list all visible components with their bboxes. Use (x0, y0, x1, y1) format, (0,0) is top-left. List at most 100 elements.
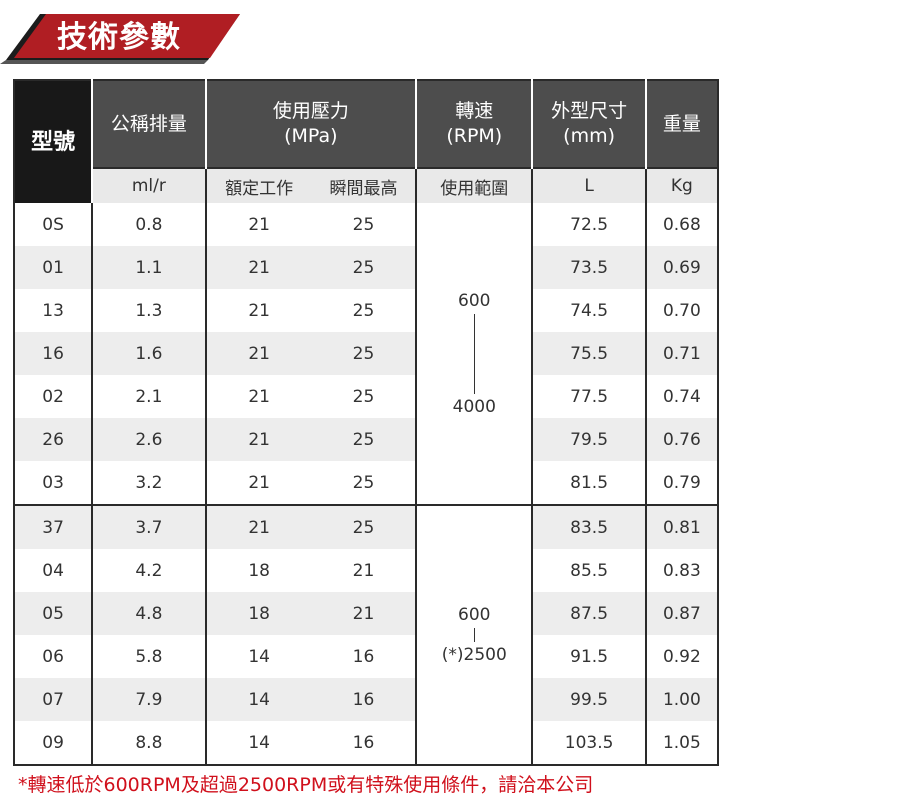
speed-max: (*)2500 (441, 645, 507, 665)
speed-max: 4000 (452, 396, 496, 417)
cell-length: 75.5 (532, 332, 647, 375)
title-banner: 技術參數 (0, 0, 250, 66)
cell-displacement: 3.7 (92, 504, 207, 549)
cell-model: 37 (14, 504, 94, 549)
cell-peak-pressure: 16 (311, 635, 418, 678)
cell-model: 07 (14, 678, 94, 721)
cell-displacement: 4.8 (92, 592, 207, 635)
cell-displacement: 5.8 (92, 635, 207, 678)
cell-length: 85.5 (532, 549, 647, 592)
header-speed: 轉速 (RPM) (416, 80, 534, 168)
header-displacement: 公稱排量 (92, 80, 207, 168)
cell-peak-pressure: 25 (311, 203, 418, 246)
cell-peak-pressure: 25 (311, 504, 418, 549)
cell-model: 16 (14, 332, 94, 375)
header-pressure-unit: (MPa) (284, 125, 338, 147)
cell-weight: 0.71 (645, 332, 718, 375)
cell-rated-pressure: 21 (205, 504, 312, 549)
cell-model: 05 (14, 592, 94, 635)
cell-length: 87.5 (532, 592, 647, 635)
cell-rated-pressure: 14 (205, 678, 312, 721)
cell-peak-pressure: 25 (311, 246, 418, 289)
cell-peak-pressure: 16 (311, 721, 418, 765)
cell-displacement: 2.6 (92, 418, 207, 461)
header-pressure-label: 使用壓力 (272, 100, 349, 122)
cell-displacement: 4.2 (92, 549, 207, 592)
header-dimension: 外型尺寸 (mm) (532, 80, 647, 168)
spec-table: 型號 公稱排量 使用壓力 (MPa) 轉速 (RPM) 外型尺寸 (mm) 重量… (13, 79, 719, 766)
table-row: 13 1.3 21 25 74.5 0.70 (14, 289, 718, 332)
cell-displacement: 2.1 (92, 375, 207, 418)
cell-peak-pressure: 25 (311, 332, 418, 375)
cell-rated-pressure: 21 (205, 332, 312, 375)
table-row: 02 2.1 21 25 77.5 0.74 (14, 375, 718, 418)
cell-displacement: 1.6 (92, 332, 207, 375)
cell-weight: 0.92 (662, 646, 701, 667)
cell-peak-pressure: 25 (311, 461, 418, 505)
header-model: 型號 (14, 80, 94, 203)
cell-model: 26 (14, 418, 94, 461)
speed-range-divider (473, 313, 475, 394)
cell-length: 99.5 (532, 678, 647, 721)
cell-peak-pressure: 21 (311, 592, 418, 635)
cell-model: 03 (14, 461, 94, 505)
table-row: 06 5.8 14 16 91.5 0.92 (14, 635, 718, 678)
cell-displacement: 8.8 (92, 721, 207, 765)
cell-model: 04 (14, 549, 94, 592)
spec-table-body: 0S 0.8 21 25 600 4000 72.5 0.68 01 1.1 21 25 73.5 0.6… (14, 203, 718, 765)
cell-rated-pressure: 21 (248, 214, 270, 235)
cell-rated-pressure: 21 (248, 472, 270, 493)
cell-weight: 0.79 (662, 472, 701, 493)
cell-peak-pressure: 25 (311, 375, 418, 418)
cell-displacement: 1.1 (92, 246, 207, 289)
cell-weight: 1.05 (662, 732, 701, 753)
table-row: 16 1.6 21 25 75.5 0.71 (14, 332, 718, 375)
cell-weight: 0.83 (662, 560, 701, 581)
cell-peak-pressure: 16 (311, 678, 418, 721)
cell-length: 77.5 (532, 375, 647, 418)
speed-range: 600 4000 (417, 290, 530, 417)
cell-displacement: 3.2 (92, 461, 207, 505)
speed-min: 600 (458, 290, 491, 311)
header-speed-label: 轉速 (455, 100, 494, 122)
header-weight: 重量 (645, 80, 718, 168)
footnote: *轉速低於600RPM及超過2500RPM或有特殊使用條件，請洽本公司 (18, 774, 594, 796)
cell-model: 0S (14, 203, 94, 246)
cell-weight: 0.68 (662, 214, 701, 235)
subheader-rated: 額定工作 (205, 167, 312, 203)
cell-peak-pressure: 25 (311, 418, 418, 461)
subheader-row: ml/r 額定工作 瞬間最高 使用範圍 L Kg (14, 167, 718, 203)
subheader-peak: 瞬間最高 (311, 167, 418, 203)
cell-length: 79.5 (532, 418, 647, 461)
cell-rated-pressure: 21 (248, 386, 270, 407)
cell-weight: 0.70 (662, 300, 701, 321)
speed-range-divider (473, 628, 475, 642)
header-dimension-unit: (mm) (563, 125, 616, 147)
cell-model: 06 (14, 635, 94, 678)
cell-model: 01 (14, 246, 94, 289)
subheader-speed: 使用範圍 (416, 167, 534, 203)
cell-weight: 1.00 (645, 678, 718, 721)
table-row: 07 7.9 14 16 99.5 1.00 (14, 678, 718, 721)
cell-model: 09 (14, 721, 94, 765)
table-row: 03 3.2 21 25 81.5 0.79 (14, 461, 718, 505)
table-row: 26 2.6 21 25 79.5 0.76 (14, 418, 718, 461)
subheader-displacement: ml/r (92, 167, 207, 203)
table-row: 37 3.7 21 25 600 (*)2500 83.5 0.81 (14, 504, 718, 765)
header-speed-unit: (RPM) (446, 125, 503, 147)
cell-length: 74.5 (532, 289, 647, 332)
cell-rated-pressure: 18 (205, 592, 312, 635)
cell-rated-pressure: 14 (248, 646, 270, 667)
cell-weight: 0.74 (662, 386, 701, 407)
table-row: 01 1.1 21 25 73.5 0.69 (14, 246, 718, 289)
cell-rated-pressure: 14 (248, 732, 270, 753)
page-title: 技術參數 (57, 20, 181, 55)
cell-displacement: 7.9 (92, 678, 207, 721)
table-row: 0S 0.8 21 25 600 4000 72.5 0.68 (14, 203, 718, 505)
header-dimension-label: 外型尺寸 (551, 100, 628, 122)
cell-model: 02 (14, 375, 94, 418)
header-row: 型號 公稱排量 使用壓力 (MPa) 轉速 (RPM) 外型尺寸 (mm) 重量 (14, 80, 718, 203)
cell-rated-pressure: 21 (205, 418, 312, 461)
banner-shape (0, 14, 240, 64)
cell-rated-pressure: 21 (205, 246, 312, 289)
